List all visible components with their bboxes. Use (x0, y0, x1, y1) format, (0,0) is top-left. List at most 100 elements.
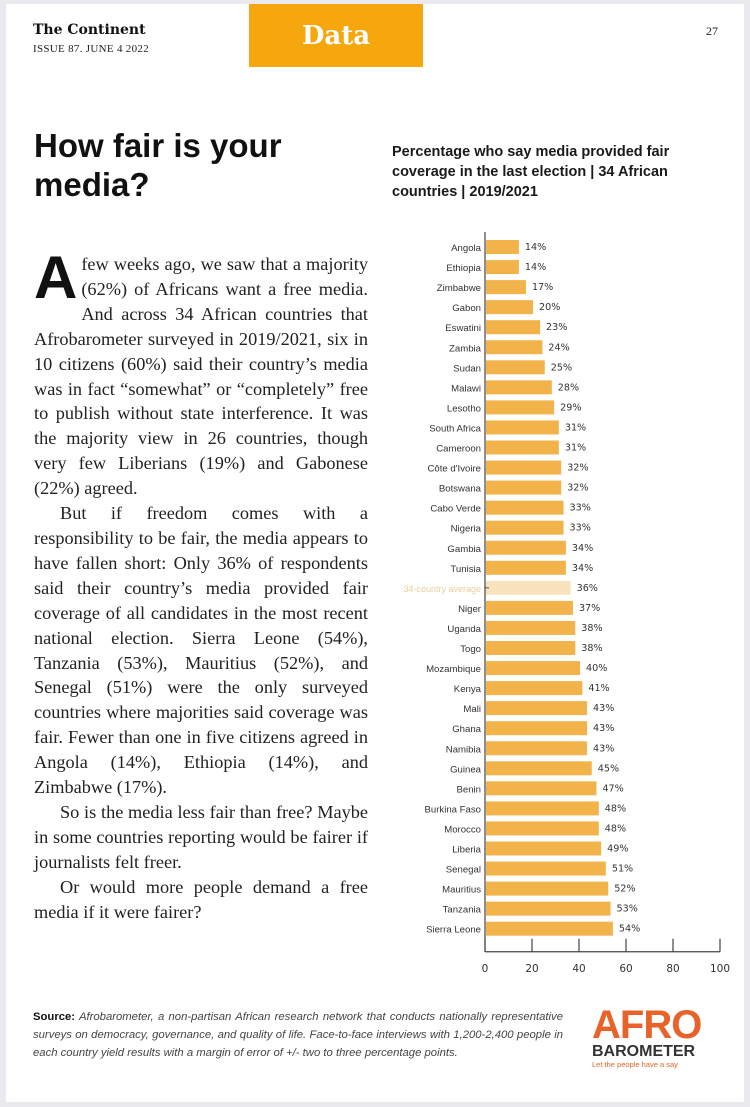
bar-20 (486, 641, 576, 655)
bar-31 (486, 861, 606, 876)
bar-21 (486, 661, 580, 676)
issue-date: ISSUE 87. JUNE 4 2022 (33, 43, 149, 55)
category-label: Mozambique (426, 664, 481, 675)
category-label: Ethiopia (446, 263, 481, 274)
bar-3 (486, 300, 533, 315)
bar-27 (486, 781, 597, 796)
paragraph-2: But if freedom comes with a responsibili… (34, 503, 368, 798)
category-label: Gabon (452, 303, 481, 314)
x-tick-label: 100 (710, 963, 730, 975)
category-label: Togo (460, 644, 481, 655)
bar-0 (486, 240, 519, 254)
value-label: 43% (593, 743, 614, 754)
value-label: 40% (586, 663, 607, 674)
category-label: Ghana (452, 724, 481, 735)
x-tick-label: 20 (525, 963, 538, 975)
bar-29 (486, 821, 599, 836)
category-label: Eswatini (445, 323, 481, 334)
bar-19 (486, 620, 576, 635)
bar-15 (486, 540, 566, 555)
category-label: Namibia (446, 744, 482, 755)
category-label: Nigeria (451, 524, 482, 535)
page-number: 27 (706, 24, 718, 38)
value-label: 45% (598, 763, 619, 774)
source-note: Source: Afrobarometer, a non-partisan Af… (33, 1008, 563, 1062)
paragraph-1-text: few weeks ago, we saw that a majority (6… (34, 254, 368, 499)
bar-16 (486, 560, 566, 575)
category-label: Sierra Leone (426, 925, 481, 936)
value-label: 29% (560, 402, 581, 413)
value-label: 54% (619, 924, 640, 935)
value-label: 17% (532, 282, 553, 293)
bar-1 (486, 260, 519, 275)
category-label: Côte d'Ivoire (427, 464, 481, 475)
value-label: 31% (565, 443, 586, 454)
category-label: Burkina Faso (424, 804, 481, 815)
chart-title: Percentage who say media provided fair c… (392, 144, 670, 200)
headline: How fair is your media? (34, 127, 282, 203)
bar-25 (486, 741, 588, 756)
bar-7 (486, 380, 552, 395)
bar-26 (486, 761, 592, 776)
bar-32 (486, 881, 609, 896)
value-label: 36% (577, 583, 598, 594)
x-tick-label: 0 (482, 963, 489, 975)
value-label: 41% (588, 683, 609, 694)
value-label: 32% (567, 463, 588, 474)
value-label: 20% (539, 302, 560, 313)
value-label: 33% (570, 503, 591, 514)
publication-name: The Continent (33, 22, 146, 38)
x-tick-label: 60 (619, 963, 632, 975)
category-label: Benin (456, 784, 481, 795)
category-label: Lesotho (447, 403, 481, 414)
bar-5 (486, 340, 543, 355)
page: The Continent ISSUE 87. JUNE 4 2022 Data… (6, 4, 744, 1102)
source-label: Source: (33, 1011, 76, 1023)
bar-12 (486, 480, 562, 495)
category-label: Zambia (449, 343, 482, 354)
category-label: Morocco (444, 824, 481, 835)
category-label: Tunisia (450, 564, 481, 575)
bar-10 (486, 440, 559, 455)
bar-33 (486, 901, 611, 916)
category-label: Zimbabwe (437, 283, 481, 294)
value-label: 33% (570, 523, 591, 534)
value-label: 25% (551, 362, 572, 373)
bar-4 (486, 320, 541, 335)
paragraph-4: Or would more people demand a free media… (34, 876, 368, 922)
category-label: Kenya (454, 684, 482, 695)
bar-9 (486, 420, 559, 435)
category-label: Gambia (447, 544, 481, 555)
value-label: 23% (546, 322, 567, 333)
bar-28 (486, 801, 599, 816)
paragraph-3: So is the media less fair than free? May… (34, 801, 368, 872)
logo-tagline: Let the people have a say (592, 1060, 678, 1069)
value-label: 47% (602, 783, 623, 794)
value-label: 14% (525, 262, 546, 273)
value-label: 51% (612, 864, 633, 875)
category-label: South Africa (429, 423, 481, 434)
category-label: Mali (463, 704, 481, 715)
value-label: 52% (614, 884, 635, 895)
value-label: 48% (605, 823, 626, 834)
bar-14 (486, 520, 564, 535)
x-tick-label: 40 (572, 963, 585, 975)
value-label: 53% (617, 904, 638, 915)
category-label: Cabo Verde (430, 504, 481, 515)
bar-13 (486, 500, 564, 515)
category-label: Angola (451, 243, 482, 254)
value-label: 34% (572, 543, 593, 554)
bar-11 (486, 460, 562, 475)
bar-6 (486, 360, 545, 375)
bar-18 (486, 600, 573, 615)
x-tick-label: 80 (666, 963, 679, 975)
value-label: 48% (605, 803, 626, 814)
value-label: 28% (558, 382, 579, 393)
source-text: Afrobarometer, a non-partisan African re… (33, 1011, 563, 1059)
value-label: 37% (579, 603, 600, 614)
drop-cap: A (34, 244, 78, 311)
value-label: 49% (607, 844, 628, 855)
category-label: Malawi (451, 383, 481, 394)
value-label: 32% (567, 483, 588, 494)
